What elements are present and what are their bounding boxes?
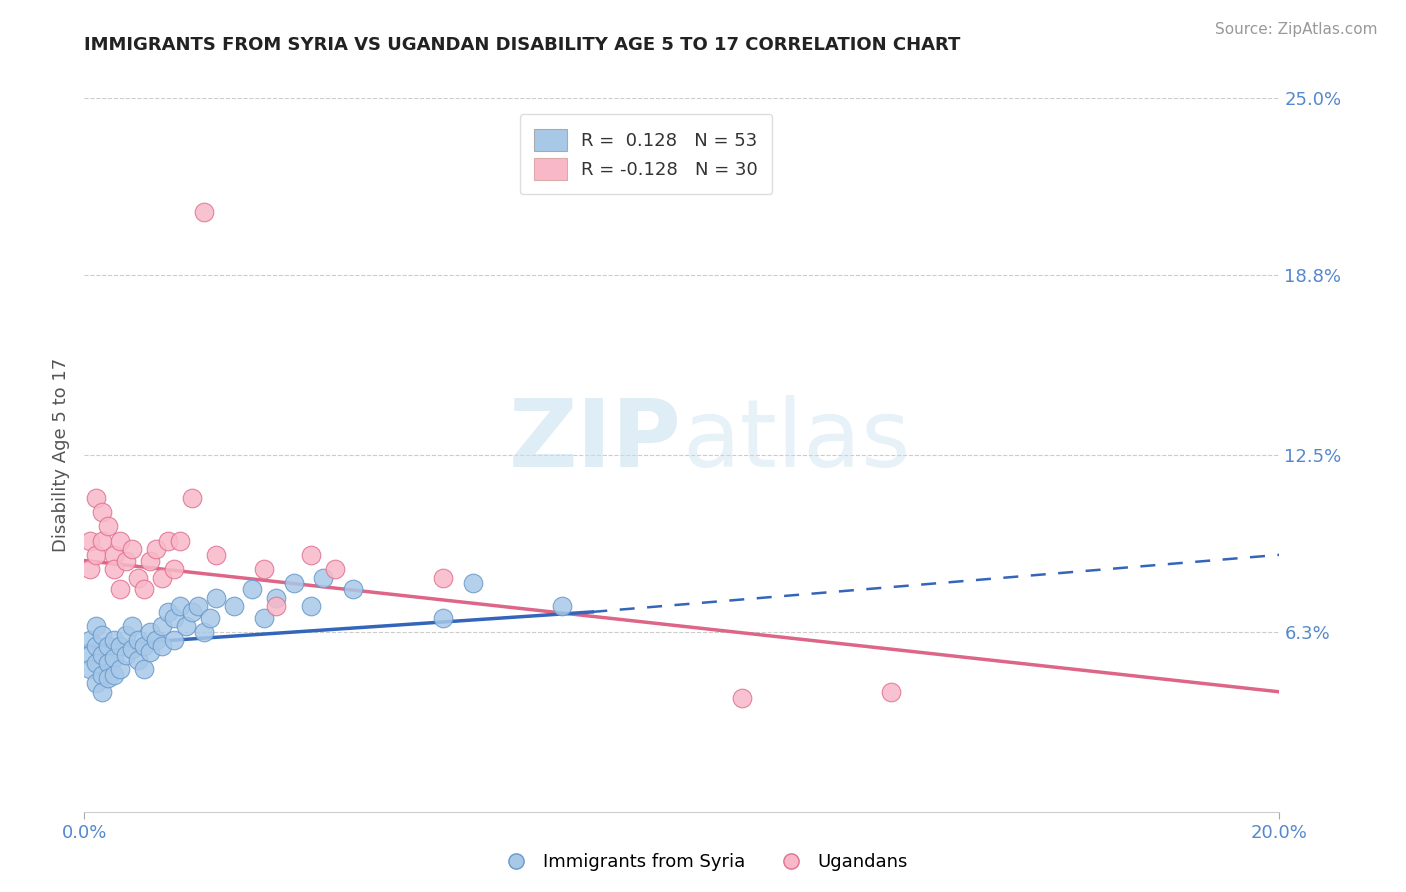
Text: Source: ZipAtlas.com: Source: ZipAtlas.com [1215, 22, 1378, 37]
Text: IMMIGRANTS FROM SYRIA VS UGANDAN DISABILITY AGE 5 TO 17 CORRELATION CHART: IMMIGRANTS FROM SYRIA VS UGANDAN DISABIL… [84, 36, 960, 54]
Point [110, 662, 132, 676]
Point [91, 505, 114, 519]
Point [132, 662, 156, 676]
Point [145, 542, 167, 557]
Point [323, 562, 347, 576]
Point [157, 533, 180, 548]
Point [110, 582, 132, 596]
Point [205, 548, 228, 562]
Point [86, 639, 108, 653]
Point [139, 645, 162, 659]
Text: ZIP: ZIP [509, 394, 682, 487]
Point [115, 628, 138, 642]
Point [551, 599, 574, 614]
Point [187, 599, 209, 614]
Point [163, 610, 186, 624]
Point [79, 662, 101, 676]
Y-axis label: Disability Age 5 to 17: Disability Age 5 to 17 [52, 358, 70, 552]
Point [163, 562, 186, 576]
Point [79, 633, 101, 648]
Point [121, 642, 143, 657]
Point [103, 633, 125, 648]
Point [79, 562, 101, 576]
Point [132, 582, 156, 596]
Point [150, 619, 173, 633]
Legend: Immigrants from Syria, Ugandans: Immigrants from Syria, Ugandans [491, 847, 915, 879]
Point [139, 624, 162, 639]
Point [97, 519, 120, 533]
Point [157, 605, 180, 619]
Point [174, 619, 197, 633]
Point [91, 685, 114, 699]
Point [103, 548, 125, 562]
Point [86, 619, 108, 633]
Point [91, 533, 114, 548]
Point [79, 648, 101, 662]
Point [103, 667, 125, 681]
Point [193, 624, 215, 639]
Point [86, 491, 108, 505]
Point [264, 599, 287, 614]
Point [150, 639, 173, 653]
Point [103, 562, 125, 576]
Point [731, 690, 754, 705]
Point [253, 562, 276, 576]
Point [205, 591, 228, 605]
Point [86, 676, 108, 690]
Point [115, 648, 138, 662]
Point [253, 610, 276, 624]
Point [97, 639, 120, 653]
Point [264, 591, 287, 605]
Point [110, 639, 132, 653]
Point [342, 582, 364, 596]
Text: atlas: atlas [682, 394, 910, 487]
Point [880, 685, 903, 699]
Point [301, 548, 323, 562]
Point [127, 653, 149, 667]
Point [283, 576, 305, 591]
Point [150, 571, 173, 585]
Point [222, 599, 245, 614]
Point [115, 553, 138, 567]
Point [86, 548, 108, 562]
Point [163, 633, 186, 648]
Point [432, 610, 454, 624]
Point [91, 628, 114, 642]
Point [121, 542, 143, 557]
Point [193, 205, 215, 219]
Point [79, 533, 101, 548]
Point [97, 657, 120, 671]
Point [240, 582, 263, 596]
Point [169, 533, 191, 548]
Point [132, 639, 156, 653]
Point [198, 610, 221, 624]
Point [127, 633, 149, 648]
Point [91, 648, 114, 662]
Point [461, 576, 484, 591]
Point [169, 599, 191, 614]
Point [110, 533, 132, 548]
Point [145, 633, 167, 648]
Point [127, 571, 149, 585]
Point [180, 605, 204, 619]
Point [312, 571, 335, 585]
Point [103, 650, 125, 665]
Legend: R =  0.128   N = 53, R = -0.128   N = 30: R = 0.128 N = 53, R = -0.128 N = 30 [520, 114, 772, 194]
Point [180, 491, 204, 505]
Point [91, 667, 114, 681]
Point [121, 619, 143, 633]
Point [139, 553, 162, 567]
Point [432, 571, 454, 585]
Point [97, 671, 120, 685]
Point [301, 599, 323, 614]
Point [86, 657, 108, 671]
